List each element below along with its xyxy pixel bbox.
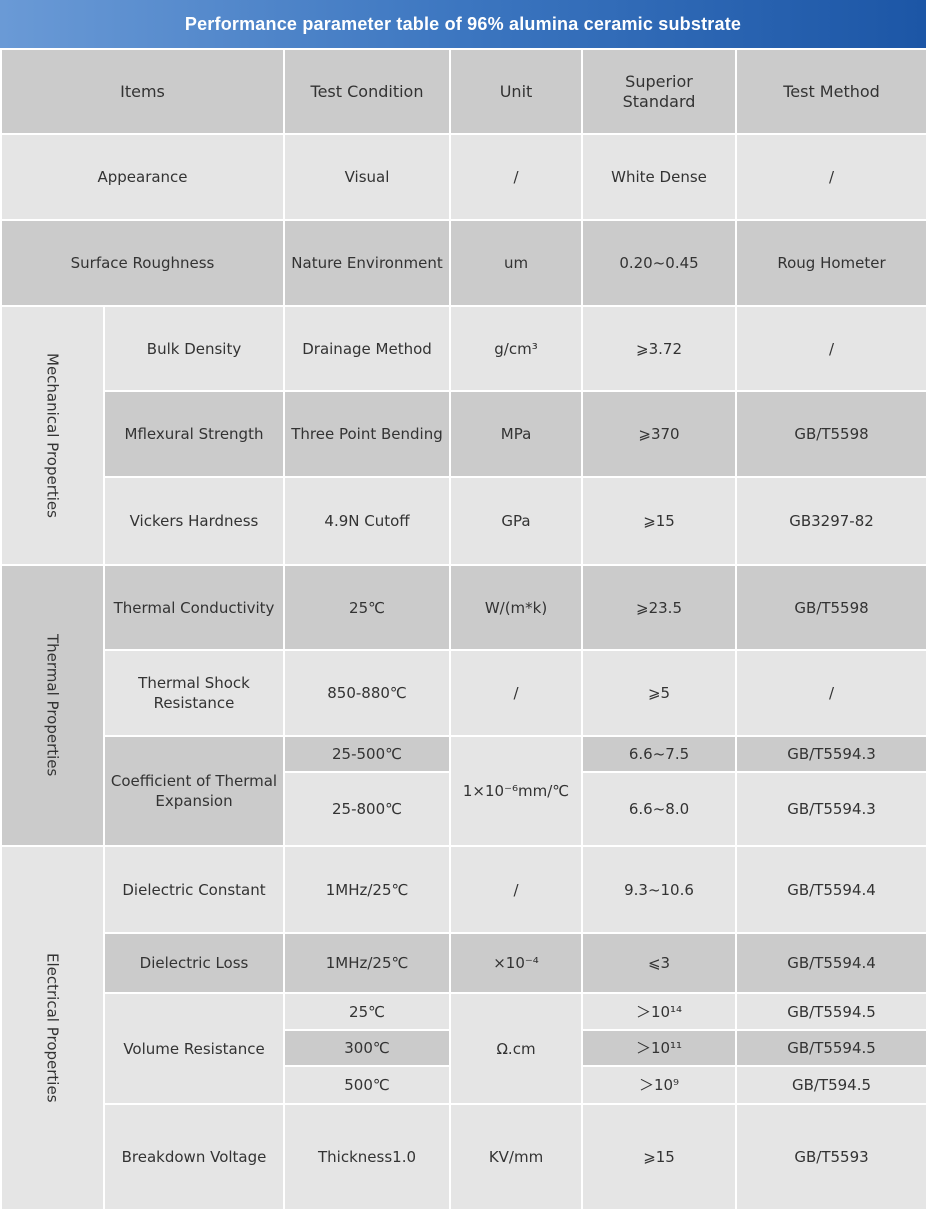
group-label: Electrical Properties: [0, 845, 105, 1211]
table-cell: 9.3~10.6: [581, 845, 738, 934]
table-cell: Surface Roughness: [0, 219, 286, 307]
table-cell: Thermal Shock Resistance: [102, 649, 286, 737]
table-cell: Appearance: [0, 133, 286, 221]
table-row: Electrical Properties Dielectric Constant…: [0, 845, 926, 1211]
table-cell: Thickness1.0: [283, 1103, 452, 1211]
table-cell: ⩽3: [581, 932, 738, 994]
table-cell: ＞10¹⁴: [581, 992, 738, 1031]
table-cell: Roug Hometer: [735, 219, 926, 307]
table-row: Thermal Shock Resistance 850-880℃ / ⩾5/: [1, 649, 926, 737]
table-cell: GB/T5594.4: [735, 845, 926, 934]
table-cell: 850-880℃: [283, 649, 452, 737]
table-row: Coefficient of Thermal Expansion 25-500℃ 1…: [1, 735, 926, 847]
table-row: Mflexural Strength Three Point Bending MPa…: [1, 390, 926, 478]
table-cell: /: [735, 133, 926, 221]
table-cell: /: [449, 649, 584, 737]
table-cell: Mflexural Strength: [102, 390, 286, 478]
table-row: Dielectric Loss 1MHz/25℃ ×10⁻⁴ ⩽3 GB/T5594.4: [1, 932, 926, 994]
table-cell: GB3297-82: [735, 476, 926, 566]
table-cell: GB/T5594.5: [735, 992, 926, 1031]
table-cell: Coefficient of Thermal Expansion: [102, 735, 286, 847]
table-cell: 1MHz/25℃: [283, 845, 452, 934]
table-cell: 1MHz/25℃: [283, 932, 452, 994]
table-cell: GB/T594.5: [735, 1065, 926, 1105]
table-row: Breakdown Voltage Thickness1.0 KV/mm ⩾15 GB/…: [1, 1103, 926, 1211]
table-cell: Drainage Method: [283, 305, 452, 392]
table-cell: /: [449, 845, 584, 934]
table-row: Thermal Properties Thermal Conductivity 25…: [0, 564, 926, 847]
table-cell: 25-800℃: [283, 771, 452, 847]
table-cell: GB/T5594.3: [735, 735, 926, 773]
table-cell: Visual: [283, 133, 452, 221]
table-cell: GB/T5594.4: [735, 932, 926, 994]
table-cell: ×10⁻⁴: [449, 932, 584, 994]
table-cell: 6.6~8.0: [581, 771, 738, 847]
table-cell: ⩾5: [581, 649, 738, 737]
table-cell: 300℃: [283, 1029, 452, 1067]
table-cell: Breakdown Voltage: [102, 1103, 286, 1211]
table-row: Appearance Visual / White Dense /: [0, 133, 926, 221]
table-cell: 4.9N Cutoff: [283, 476, 452, 566]
table-cell: ⩾370: [581, 390, 738, 478]
table-cell: ⩾15: [581, 476, 738, 566]
header-cell: Superior Standard: [581, 48, 738, 135]
table-cell: Three Point Bending: [283, 390, 452, 478]
table-cell: 500℃: [283, 1065, 452, 1105]
table-cell: 25-500℃: [283, 735, 452, 773]
table-cell: KV/mm: [449, 1103, 584, 1211]
table-cell: /: [735, 649, 926, 737]
table-cell: 25℃: [283, 564, 452, 651]
group-label: Mechanical Properties: [0, 305, 105, 566]
table-cell: 25℃: [283, 992, 452, 1031]
table-cell: MPa: [449, 390, 584, 478]
table-cell: /: [449, 133, 584, 221]
table-cell: Volume Resistance: [102, 992, 286, 1105]
table-row: 500℃ ＞10⁹ GB/T594.5: [1, 1065, 926, 1105]
table-cell: Bulk Density: [102, 305, 286, 392]
table-row: 25-800℃ 6.6~8.0 GB/T5594.3: [1, 771, 926, 847]
table-cell: ⩾23.5: [581, 564, 738, 651]
table-cell: Ω.cm: [449, 992, 584, 1105]
table-cell: Nature Environment: [283, 219, 452, 307]
table-cell: 1×10⁻⁶mm/℃: [449, 735, 584, 847]
table-cell: W/(m*k): [449, 564, 584, 651]
table-cell: 0.20~0.45: [581, 219, 738, 307]
table-cell: White Dense: [581, 133, 738, 221]
table-cell: Thermal Conductivity: [102, 564, 286, 651]
table-cell: ⩾3.72: [581, 305, 738, 392]
table-cell: ＞10¹¹: [581, 1029, 738, 1067]
table-cell: GB/T5593: [735, 1103, 926, 1211]
table-cell: Vickers Hardness: [102, 476, 286, 566]
table-row: Items Test Condition Unit Superior Standard…: [0, 48, 926, 135]
table-row: Vickers Hardness 4.9N Cutoff GPa ⩾15 GB3297-…: [1, 476, 926, 566]
table-cell: 6.6~7.5: [581, 735, 738, 773]
header-cell: Test Condition: [283, 48, 452, 135]
table-cell: um: [449, 219, 584, 307]
table-cell: Dielectric Constant: [102, 845, 286, 934]
group-label: Thermal Properties: [0, 564, 105, 847]
table-cell: /: [735, 305, 926, 392]
title-bar: Performance parameter table of 96% alumi…: [0, 0, 926, 48]
table-cell: g/cm³: [449, 305, 584, 392]
table-cell: GPa: [449, 476, 584, 566]
table-row: Mechanical Properties Bulk Density Drainag…: [0, 305, 926, 566]
title: Performance parameter table of 96% alumi…: [184, 14, 742, 34]
header-cell: Unit: [449, 48, 584, 135]
table-cell: GB/T5594.5: [735, 1029, 926, 1067]
header-cell: Test Method: [735, 48, 926, 135]
table-cell: GB/T5598: [735, 390, 926, 478]
table-cell: Dielectric Loss: [102, 932, 286, 994]
table-cell: ⩾15: [581, 1103, 738, 1211]
table-cell: ＞10⁹: [581, 1065, 738, 1105]
table-row: Volume Resistance 25℃ Ω.cm ＞10¹⁴ GB/T5594.5: [1, 992, 926, 1105]
table-row: 300℃ ＞10¹¹ GB/T5594.5: [1, 1029, 926, 1067]
table-row: Surface Roughness Nature Environment um 0.2…: [0, 219, 926, 307]
header-cell: Items: [0, 48, 286, 135]
table-cell: GB/T5594.3: [735, 771, 926, 847]
table-cell: GB/T5598: [735, 564, 926, 651]
parameter-table: Items Test Condition Unit Superior Standard…: [0, 48, 926, 1211]
